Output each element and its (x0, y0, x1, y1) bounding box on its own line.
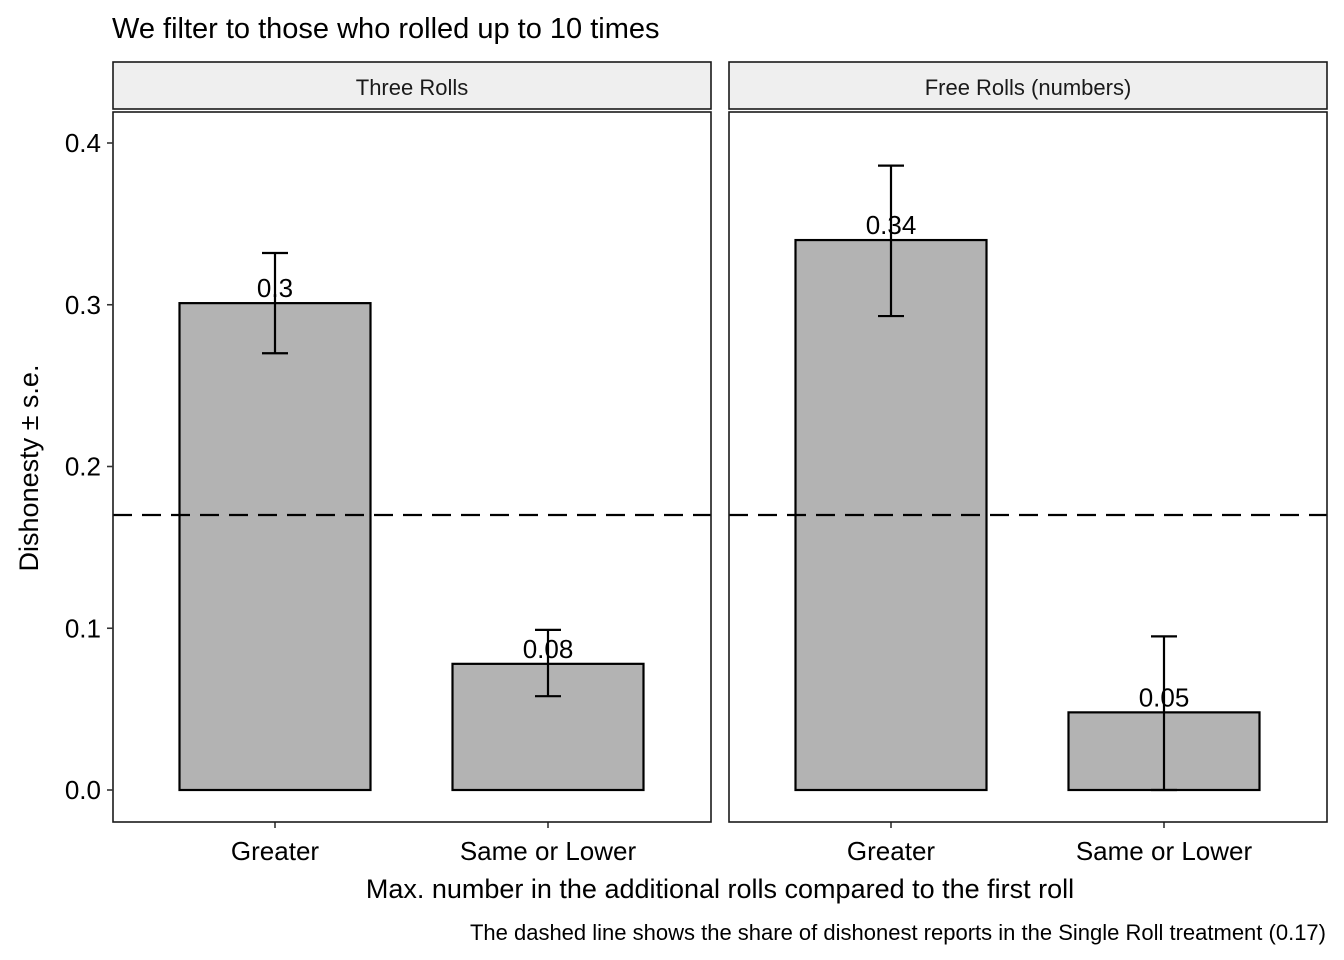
error-bar (1151, 635, 1177, 792)
data-label: 0.34 (866, 210, 917, 240)
error-bar (535, 628, 561, 698)
data-label: 0.08 (523, 634, 574, 664)
facet-strip-label: Three Rolls (356, 75, 468, 100)
data-label: 0.05 (1139, 682, 1190, 712)
facet-strip (112, 61, 712, 110)
x-tick-label: Greater (847, 836, 935, 866)
panel-border (728, 111, 1328, 823)
x-tick-label: Greater (231, 836, 319, 866)
y-tick-label: 0.2 (65, 452, 101, 482)
x-tick-label: Same or Lower (1076, 836, 1253, 866)
chart-caption: The dashed line shows the share of disho… (470, 920, 1326, 945)
bar (178, 302, 372, 792)
y-tick-label: 0.0 (65, 775, 101, 805)
facet-panel: Three Rolls 0.3 0.08 Greater Same or Lower (112, 61, 712, 866)
facet-strip-label: Free Rolls (numbers) (925, 75, 1132, 100)
x-tick-label: Same or Lower (460, 836, 637, 866)
y-axis-title: Dishonesty ± s.e. (14, 365, 44, 572)
y-tick-label: 0.1 (65, 613, 101, 643)
facet-strip (728, 61, 1328, 110)
y-tick-label: 0.4 (65, 128, 101, 158)
chart-title: We filter to those who rolled up to 10 t… (112, 13, 660, 45)
data-label: 0.3 (257, 273, 293, 303)
error-bar (878, 164, 904, 318)
x-axis-title: Max. number in the additional rolls comp… (366, 874, 1074, 904)
error-bar (262, 251, 288, 355)
facet-panel: Free Rolls (numbers) 0.34 0.05 Greater Same … (728, 61, 1328, 866)
y-tick-label: 0.3 (65, 290, 101, 320)
